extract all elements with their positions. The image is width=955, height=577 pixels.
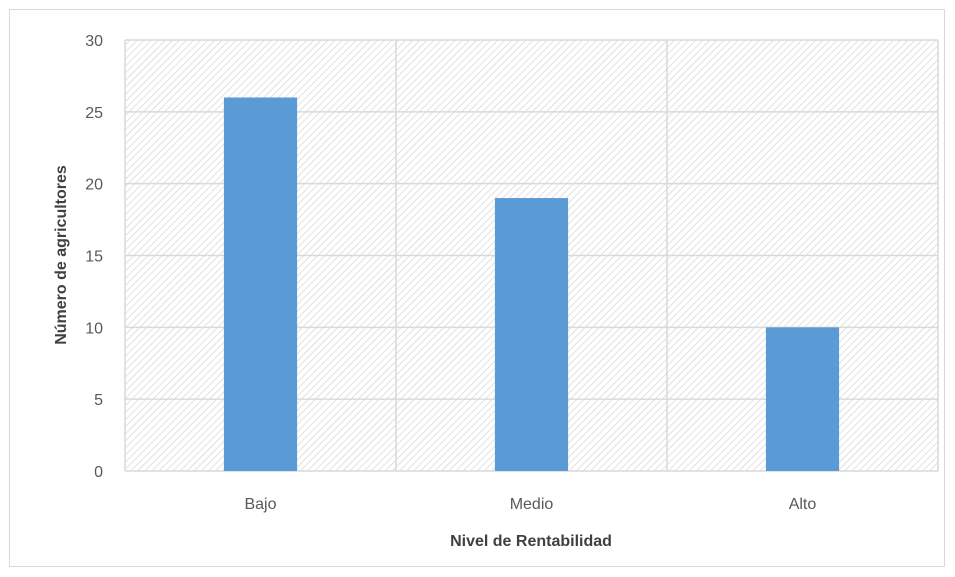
x-axis-title: Nivel de Rentabilidad <box>450 533 612 550</box>
y-tick-label-10: 10 <box>85 320 103 337</box>
y-tick-label-5: 5 <box>94 392 103 409</box>
y-tick-label-25: 25 <box>85 105 103 122</box>
bars <box>223 97 840 472</box>
x-tick-label-bajo: Bajo <box>244 496 276 513</box>
y-tick-labels: 0 5 10 15 20 25 30 <box>85 33 103 481</box>
bar-medio <box>494 198 569 472</box>
x-tick-label-medio: Medio <box>510 496 554 513</box>
y-axis-title: Número de agricultores <box>53 165 70 345</box>
y-tick-label-30: 30 <box>85 33 103 50</box>
y-tick-label-0: 0 <box>94 464 103 481</box>
y-tick-label-20: 20 <box>85 177 103 194</box>
bar-alto <box>765 327 840 471</box>
x-tick-labels: Bajo Medio Alto <box>244 496 816 513</box>
x-tick-label-alto: Alto <box>789 496 817 513</box>
bar-bajo <box>223 97 298 471</box>
y-tick-label-15: 15 <box>85 249 103 266</box>
